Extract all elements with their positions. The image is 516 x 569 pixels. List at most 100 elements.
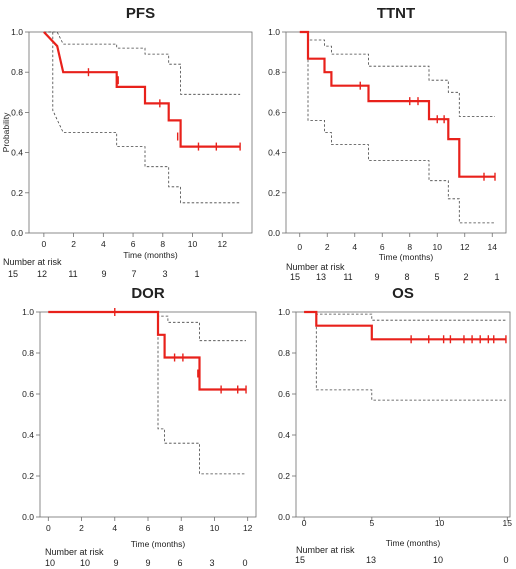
x-tick-label: 14 [488, 242, 498, 252]
x-tick-label: 2 [325, 242, 330, 252]
y-tick-label: 0.8 [22, 348, 34, 358]
panel-title: PFS [126, 5, 155, 22]
x-tick-label: 4 [112, 523, 117, 533]
risk-count: 13 [366, 555, 376, 565]
risk-count: 5 [434, 272, 439, 282]
risk-count: 0 [503, 555, 508, 565]
ci-lower-line [43, 31, 241, 204]
y-tick-label: 0.0 [278, 512, 290, 522]
y-tick-label: 0.4 [22, 430, 34, 440]
y-tick-label: 0.6 [268, 107, 280, 117]
y-tick-label: 0.2 [278, 471, 290, 481]
x-tick-label: 10 [210, 523, 220, 533]
risk-count: 13 [316, 272, 326, 282]
x-tick-label: 0 [297, 242, 302, 252]
risk-count: 6 [177, 558, 182, 568]
x-tick-label: 0 [46, 523, 51, 533]
x-tick-label: 8 [179, 523, 184, 533]
panel-title: DOR [131, 285, 165, 302]
y-tick-label: 0.6 [278, 389, 290, 399]
ci-upper-line [43, 31, 241, 95]
risk-count: 12 [37, 269, 47, 279]
x-tick-label: 12 [218, 239, 228, 249]
x-tick-label: 0 [302, 518, 307, 528]
x-tick-label: 2 [79, 523, 84, 533]
x-tick-label: 6 [146, 523, 151, 533]
risk-count: 11 [68, 269, 77, 279]
x-tick-label: 15 [503, 518, 513, 528]
km-estimate-line [299, 30, 495, 178]
risk-count: 8 [404, 272, 409, 282]
x-tick-label: 8 [407, 242, 412, 252]
x-tick-label: 4 [352, 242, 357, 252]
risk-count: 9 [113, 558, 118, 568]
risk-table-label: Number at risk [296, 545, 355, 555]
risk-count: 0 [242, 558, 247, 568]
km-estimate-line [304, 310, 506, 341]
x-axis-label: Time (months) [123, 250, 178, 260]
x-tick-label: 6 [380, 242, 385, 252]
y-tick-label: 0.8 [268, 67, 280, 77]
risk-count: 10 [433, 555, 443, 565]
y-tick-label: 0.0 [268, 228, 280, 238]
risk-count: 10 [45, 558, 55, 568]
risk-count: 7 [131, 269, 136, 279]
y-tick-label: 0.6 [22, 389, 34, 399]
y-tick-label: 0.2 [22, 471, 34, 481]
y-tick-label: 0.4 [11, 148, 23, 158]
x-tick-label: 5 [369, 518, 374, 528]
km-panel-os: OS 0.0 0.2 0.4 0.6 0.8 1.0 0 5 10 15 Time (months) N… [278, 285, 512, 565]
x-tick-label: 12 [460, 242, 470, 252]
y-tick-label: 1.0 [11, 27, 23, 37]
risk-count: 15 [8, 269, 18, 279]
plot-frame [39, 311, 257, 518]
ci-lower-line [48, 311, 246, 475]
risk-count: 1 [494, 272, 499, 282]
x-tick-label: 10 [188, 239, 198, 249]
y-tick-label: 1.0 [278, 307, 290, 317]
x-axis-label: Time (months) [131, 539, 186, 549]
x-tick-label: 10 [435, 518, 445, 528]
risk-count: 11 [343, 272, 352, 282]
risk-count: 3 [162, 269, 167, 279]
ci-upper-line [304, 311, 506, 321]
x-tick-label: 6 [131, 239, 136, 249]
plot-frame [28, 31, 253, 234]
y-tick-label: 0.2 [268, 188, 280, 198]
risk-table-label: Number at risk [286, 262, 345, 272]
x-tick-label: 2 [71, 239, 76, 249]
risk-table-label: Number at risk [3, 257, 62, 267]
risk-count: 2 [463, 272, 468, 282]
ci-upper-line [299, 31, 495, 117]
x-axis-label: Time (months) [386, 538, 441, 548]
ci-lower-line [299, 31, 495, 224]
risk-count: 15 [295, 555, 305, 565]
plot-frame [295, 311, 511, 518]
y-tick-label: 0.0 [22, 512, 34, 522]
km-estimate-line [48, 310, 246, 391]
km-panel-pfs: PFS 0.0 0.2 0.4 0.6 0.8 1.0 0 2 4 6 8 10 12 Time (mont… [1, 5, 253, 279]
km-panel-dor: DOR 0.0 0.2 0.4 0.6 0.8 1.0 0 2 4 6 8 10 12 Time (mont… [22, 285, 257, 568]
y-tick-label: 0.4 [278, 430, 290, 440]
y-tick-label: 0.6 [11, 107, 23, 117]
y-tick-label: 0.4 [268, 148, 280, 158]
y-tick-label: 0.0 [11, 228, 23, 238]
risk-count: 9 [374, 272, 379, 282]
y-tick-label: 0.2 [11, 188, 23, 198]
panel-title: OS [392, 285, 414, 302]
x-tick-label: 10 [433, 242, 443, 252]
x-tick-label: 8 [160, 239, 165, 249]
risk-count: 9 [101, 269, 106, 279]
x-axis-label: Time (months) [379, 252, 434, 262]
risk-count: 1 [194, 269, 199, 279]
risk-count: 3 [209, 558, 214, 568]
plot-frame [285, 31, 507, 234]
risk-count: 15 [290, 272, 300, 282]
risk-count: 10 [80, 558, 90, 568]
x-tick-label: 0 [41, 239, 46, 249]
y-tick-label: 1.0 [22, 307, 34, 317]
y-axis-label: Probability [1, 112, 11, 152]
risk-count: 9 [145, 558, 150, 568]
